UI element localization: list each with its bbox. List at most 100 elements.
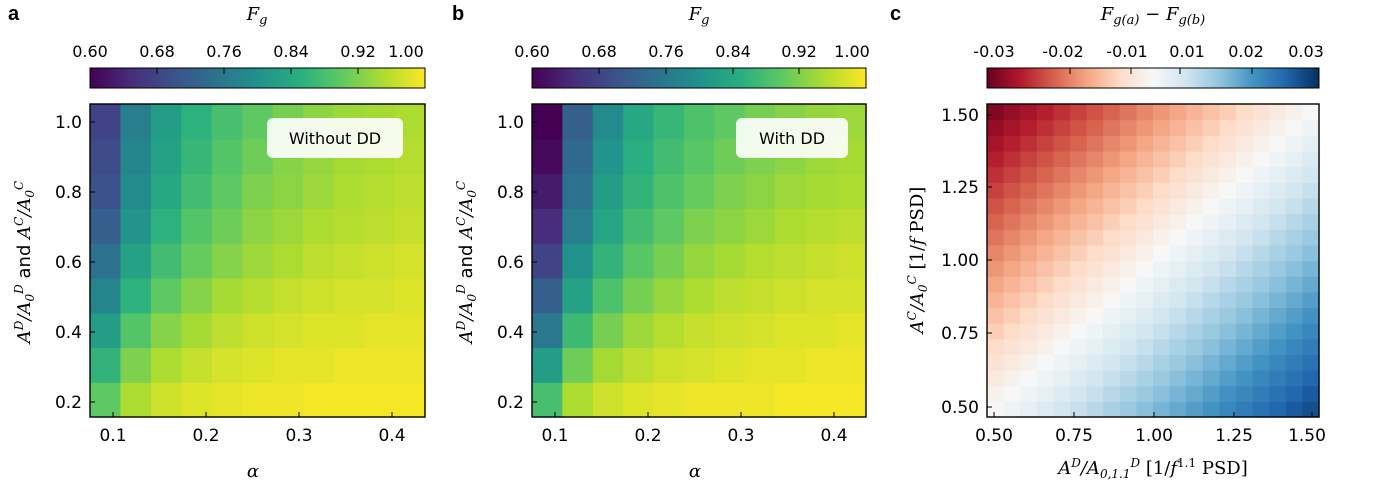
- heatmap-cell: [1003, 104, 1021, 121]
- heatmap-cell: [1070, 244, 1088, 262]
- heatmap-cell: [744, 347, 776, 383]
- x-tick-a: 0.3: [285, 426, 312, 446]
- heatmap-cell: [1302, 213, 1320, 230]
- heatmap-cell: [1136, 276, 1154, 293]
- heatmap-cell: [1186, 291, 1204, 309]
- heatmap-cell: [562, 243, 594, 279]
- heatmap-cell: [744, 243, 776, 279]
- heatmap-cell: [1103, 104, 1121, 121]
- y-tick-a: 0.2: [55, 393, 82, 413]
- colorbar-c-label: Fg(a) − Fg(b): [1100, 4, 1206, 28]
- heatmap-cell: [1070, 401, 1088, 418]
- heatmap-cell: [1136, 323, 1154, 340]
- heatmap-cell: [1036, 276, 1054, 293]
- heatmap-cell: [1252, 323, 1270, 340]
- heatmap-cell: [1202, 276, 1220, 293]
- heatmap-cell: [683, 277, 715, 314]
- heatmap-cell: [1302, 354, 1320, 371]
- colorbar-a: [89, 67, 426, 89]
- heatmap-cell: [1202, 229, 1220, 246]
- heatmap-cell: [1219, 354, 1237, 371]
- heatmap-cell: [1236, 354, 1254, 371]
- heatmap-cell: [333, 243, 365, 279]
- heatmap-cell: [1036, 260, 1054, 277]
- x-tick-c: 1.50: [1288, 426, 1326, 446]
- heatmap-cell: [774, 243, 806, 279]
- heatmap-cell: [744, 208, 776, 244]
- heatmap-cell: [150, 138, 182, 175]
- heatmap-cell: [1252, 276, 1270, 293]
- heatmap-cell: [1136, 354, 1154, 371]
- heatmap-cell: [1103, 229, 1121, 246]
- heatmap-cell: [1219, 229, 1237, 246]
- heatmap-cell: [623, 208, 655, 244]
- colorbar-c-tick: -0.03: [973, 42, 1014, 61]
- heatmap-cell: [211, 138, 243, 175]
- heatmap-cell: [1136, 229, 1154, 246]
- heatmap-cell: [1186, 401, 1204, 418]
- heatmap-cell: [1219, 150, 1237, 168]
- heatmap-cell: [1202, 338, 1220, 355]
- heatmap-cell: [562, 277, 594, 314]
- heatmap-cell: [1036, 150, 1054, 168]
- heatmap-cell: [1003, 307, 1021, 324]
- heatmap-cell: [744, 312, 776, 349]
- heatmap-cell: [1070, 323, 1088, 340]
- heatmap-cell: [1153, 135, 1171, 152]
- heatmap-cell: [1020, 104, 1038, 121]
- heatmap-cell: [592, 173, 624, 209]
- heatmap-cell: [1119, 401, 1137, 418]
- heatmap-cell: [987, 104, 1005, 121]
- heatmap-cell: [1252, 307, 1270, 324]
- heatmap-cell: [562, 312, 594, 349]
- heatmap-cell: [1020, 244, 1038, 262]
- heatmap-cell: [1053, 307, 1071, 324]
- heatmap-cell: [1169, 182, 1187, 199]
- heatmap-cell: [1086, 229, 1104, 246]
- heatmap-cell: [211, 277, 243, 314]
- heatmap-cell: [1285, 182, 1303, 199]
- heatmap-cell: [1236, 244, 1254, 262]
- heatmap-cell: [987, 213, 1005, 230]
- heatmap-cell: [181, 243, 213, 279]
- heatmap-cell: [1086, 166, 1104, 183]
- heatmap-cell: [1236, 182, 1254, 199]
- y-tick-a: 1.0: [55, 113, 82, 133]
- heatmap-cell: [1269, 401, 1287, 418]
- heatmap-cell: [592, 104, 624, 140]
- x-tick-b: 0.4: [820, 426, 847, 446]
- heatmap-cell: [394, 312, 426, 349]
- heatmap-cell: [150, 277, 182, 314]
- heatmap-cell: [1285, 213, 1303, 230]
- heatmap-cell: [1236, 307, 1254, 324]
- heatmap-cell: [1086, 213, 1104, 230]
- heatmap-cell: [1219, 197, 1237, 215]
- heatmap-cell: [1269, 338, 1287, 355]
- heatmap-cell: [1003, 244, 1021, 262]
- heatmap-cell: [1285, 354, 1303, 371]
- heatmap-cell: [1302, 150, 1320, 168]
- heatmap-cell: [181, 312, 213, 349]
- annotation-box-a: [267, 118, 403, 158]
- heatmap-cell: [1003, 150, 1021, 168]
- heatmap-cell: [1119, 135, 1137, 152]
- y-tick-b: 0.8: [497, 183, 524, 203]
- heatmap-cell: [1103, 260, 1121, 277]
- heatmap-cell: [150, 347, 182, 383]
- heatmap-cell: [653, 312, 685, 349]
- x-tick-b: 0.1: [541, 426, 568, 446]
- heatmap-cell: [364, 312, 396, 349]
- heatmap-cell: [1252, 182, 1270, 199]
- colorbar-c-tick: 0.02: [1228, 42, 1264, 61]
- colorbar-b-tick: 0.60: [514, 42, 550, 61]
- heatmap-cell: [1252, 104, 1270, 121]
- heatmap-cell: [805, 382, 837, 418]
- heatmap-cell: [120, 104, 152, 140]
- heatmap-cell: [1136, 213, 1154, 230]
- heatmap-cell: [1053, 323, 1071, 340]
- heatmap-cell: [1219, 370, 1237, 387]
- heatmap-cell: [805, 312, 837, 349]
- ticks-c: [987, 114, 1313, 417]
- heatmap-cell: [1252, 119, 1270, 136]
- heatmap-cell: [1153, 260, 1171, 277]
